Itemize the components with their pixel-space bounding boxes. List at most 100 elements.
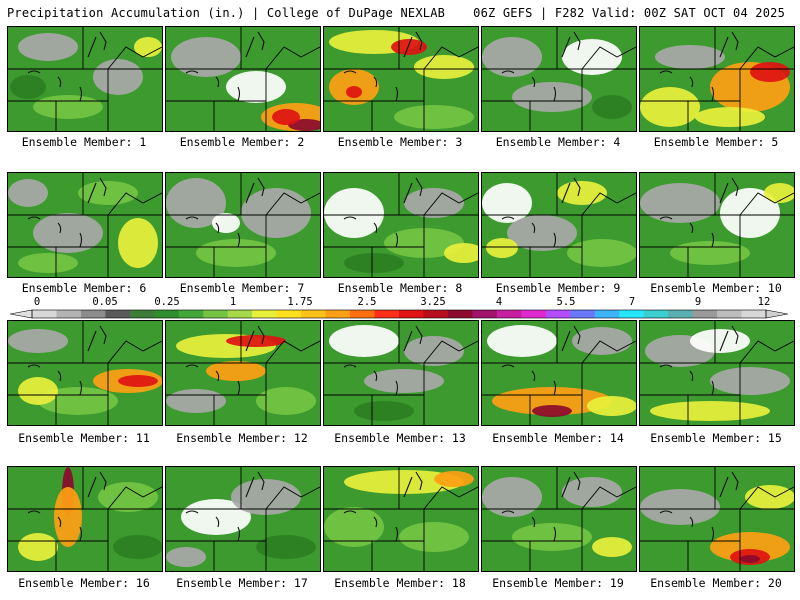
precip-map (640, 173, 794, 277)
member-map-panel (323, 172, 479, 278)
precip-contour-blob (482, 183, 532, 223)
river-line (719, 182, 729, 204)
river-line (215, 370, 220, 382)
precip-map (640, 27, 794, 131)
precip-contour-blob (346, 86, 362, 98)
precip-contour-blob (640, 87, 700, 127)
member-map-panel (323, 26, 479, 132)
ensemble-member-label: Ensemble Member: 8 (337, 281, 463, 295)
colorbar-segment (325, 310, 351, 318)
precip-contour-blob (8, 329, 68, 353)
member-map-panel (165, 26, 321, 132)
river-line (719, 330, 729, 352)
river-line (553, 380, 557, 396)
colorbar-segment (105, 310, 131, 318)
river-line (237, 86, 241, 102)
river-line (573, 177, 581, 197)
precip-contour-blob (324, 507, 384, 547)
precip-contour-blob (241, 188, 311, 238)
river-line (689, 222, 694, 234)
precip-map (482, 173, 636, 277)
river-line (731, 177, 739, 197)
member-map-panel (165, 172, 321, 278)
ensemble-member-label: Ensemble Member: 20 (650, 576, 782, 590)
river-line (343, 510, 357, 514)
ensemble-member-label: Ensemble Member: 19 (492, 576, 624, 590)
river-line (257, 325, 265, 345)
colorbar-segment (496, 310, 522, 318)
colorbar-left-arrow (10, 309, 33, 319)
colorbar-tick-label: 0.05 (92, 296, 118, 308)
river-line (395, 380, 399, 396)
precip-contour-blob (118, 375, 158, 387)
river-line (27, 364, 41, 368)
river-line (531, 222, 536, 234)
precip-map (166, 321, 320, 425)
ensemble-member-label: Ensemble Member: 2 (179, 135, 305, 149)
river-line (99, 471, 107, 491)
state-boundary-line (265, 192, 320, 216)
precip-contour-blob (78, 181, 138, 205)
river-line (237, 380, 241, 396)
colorbar-segment (619, 310, 645, 318)
river-line (185, 364, 199, 368)
ensemble-member-label: Ensemble Member: 11 (18, 431, 150, 445)
ensemble-member-label: Ensemble Member: 16 (18, 576, 150, 590)
member-map-panel (323, 466, 479, 572)
river-line (531, 76, 536, 88)
precip-contour-blob (670, 241, 750, 265)
precip-contour-blob (272, 109, 300, 125)
precip-contour-blob (391, 39, 427, 55)
colorbar-segment (423, 310, 449, 318)
river-line (343, 216, 357, 220)
colorbar-tick-label: 0 (33, 296, 41, 308)
river-line (403, 476, 413, 498)
precip-contour-blob (354, 401, 414, 421)
river-line (415, 177, 423, 197)
precip-contour-blob (8, 179, 48, 207)
river-line (215, 76, 220, 88)
river-line (57, 516, 62, 528)
colorbar-tick-label: 12 (757, 296, 771, 308)
river-line (185, 510, 199, 514)
member-map-panel (639, 466, 795, 572)
river-line (573, 31, 581, 51)
precip-contour-blob (166, 389, 226, 413)
precip-contour-blob (98, 482, 158, 512)
precip-contour-blob (592, 537, 632, 557)
state-boundary-line (739, 486, 794, 510)
river-line (245, 476, 255, 498)
member-map-panel (481, 26, 637, 132)
precip-contour-blob (196, 239, 276, 267)
river-line (57, 76, 62, 88)
colorbar-segment (227, 310, 253, 318)
precip-contour-blob (710, 367, 790, 395)
river-line (395, 86, 399, 102)
ensemble-member-label: Ensemble Member: 18 (334, 576, 466, 590)
precip-contour-blob (640, 489, 720, 525)
precip-contour-blob (655, 45, 725, 69)
colorbar-tick-label: 4 (495, 296, 503, 308)
river-line (561, 330, 571, 352)
river-line (711, 86, 715, 102)
river-line (87, 36, 97, 58)
river-line (561, 476, 571, 498)
precip-contour-blob (33, 95, 103, 119)
ensemble-member-label: Ensemble Member: 6 (21, 281, 147, 295)
river-line (415, 471, 423, 491)
precip-contour-blob (38, 387, 118, 415)
colorbar-tick-label: 9 (694, 296, 702, 308)
member-map-panel (323, 320, 479, 426)
river-line (659, 510, 673, 514)
river-line (553, 86, 557, 102)
river-line (237, 526, 241, 542)
river-line (87, 330, 97, 352)
precip-contour-blob (166, 547, 206, 567)
colorbar-segment (154, 310, 180, 318)
precip-contour-blob (166, 178, 226, 228)
river-line (215, 222, 220, 234)
river-line (689, 370, 694, 382)
river-line (501, 216, 515, 220)
river-line (561, 182, 571, 204)
colorbar-segment (129, 310, 155, 318)
